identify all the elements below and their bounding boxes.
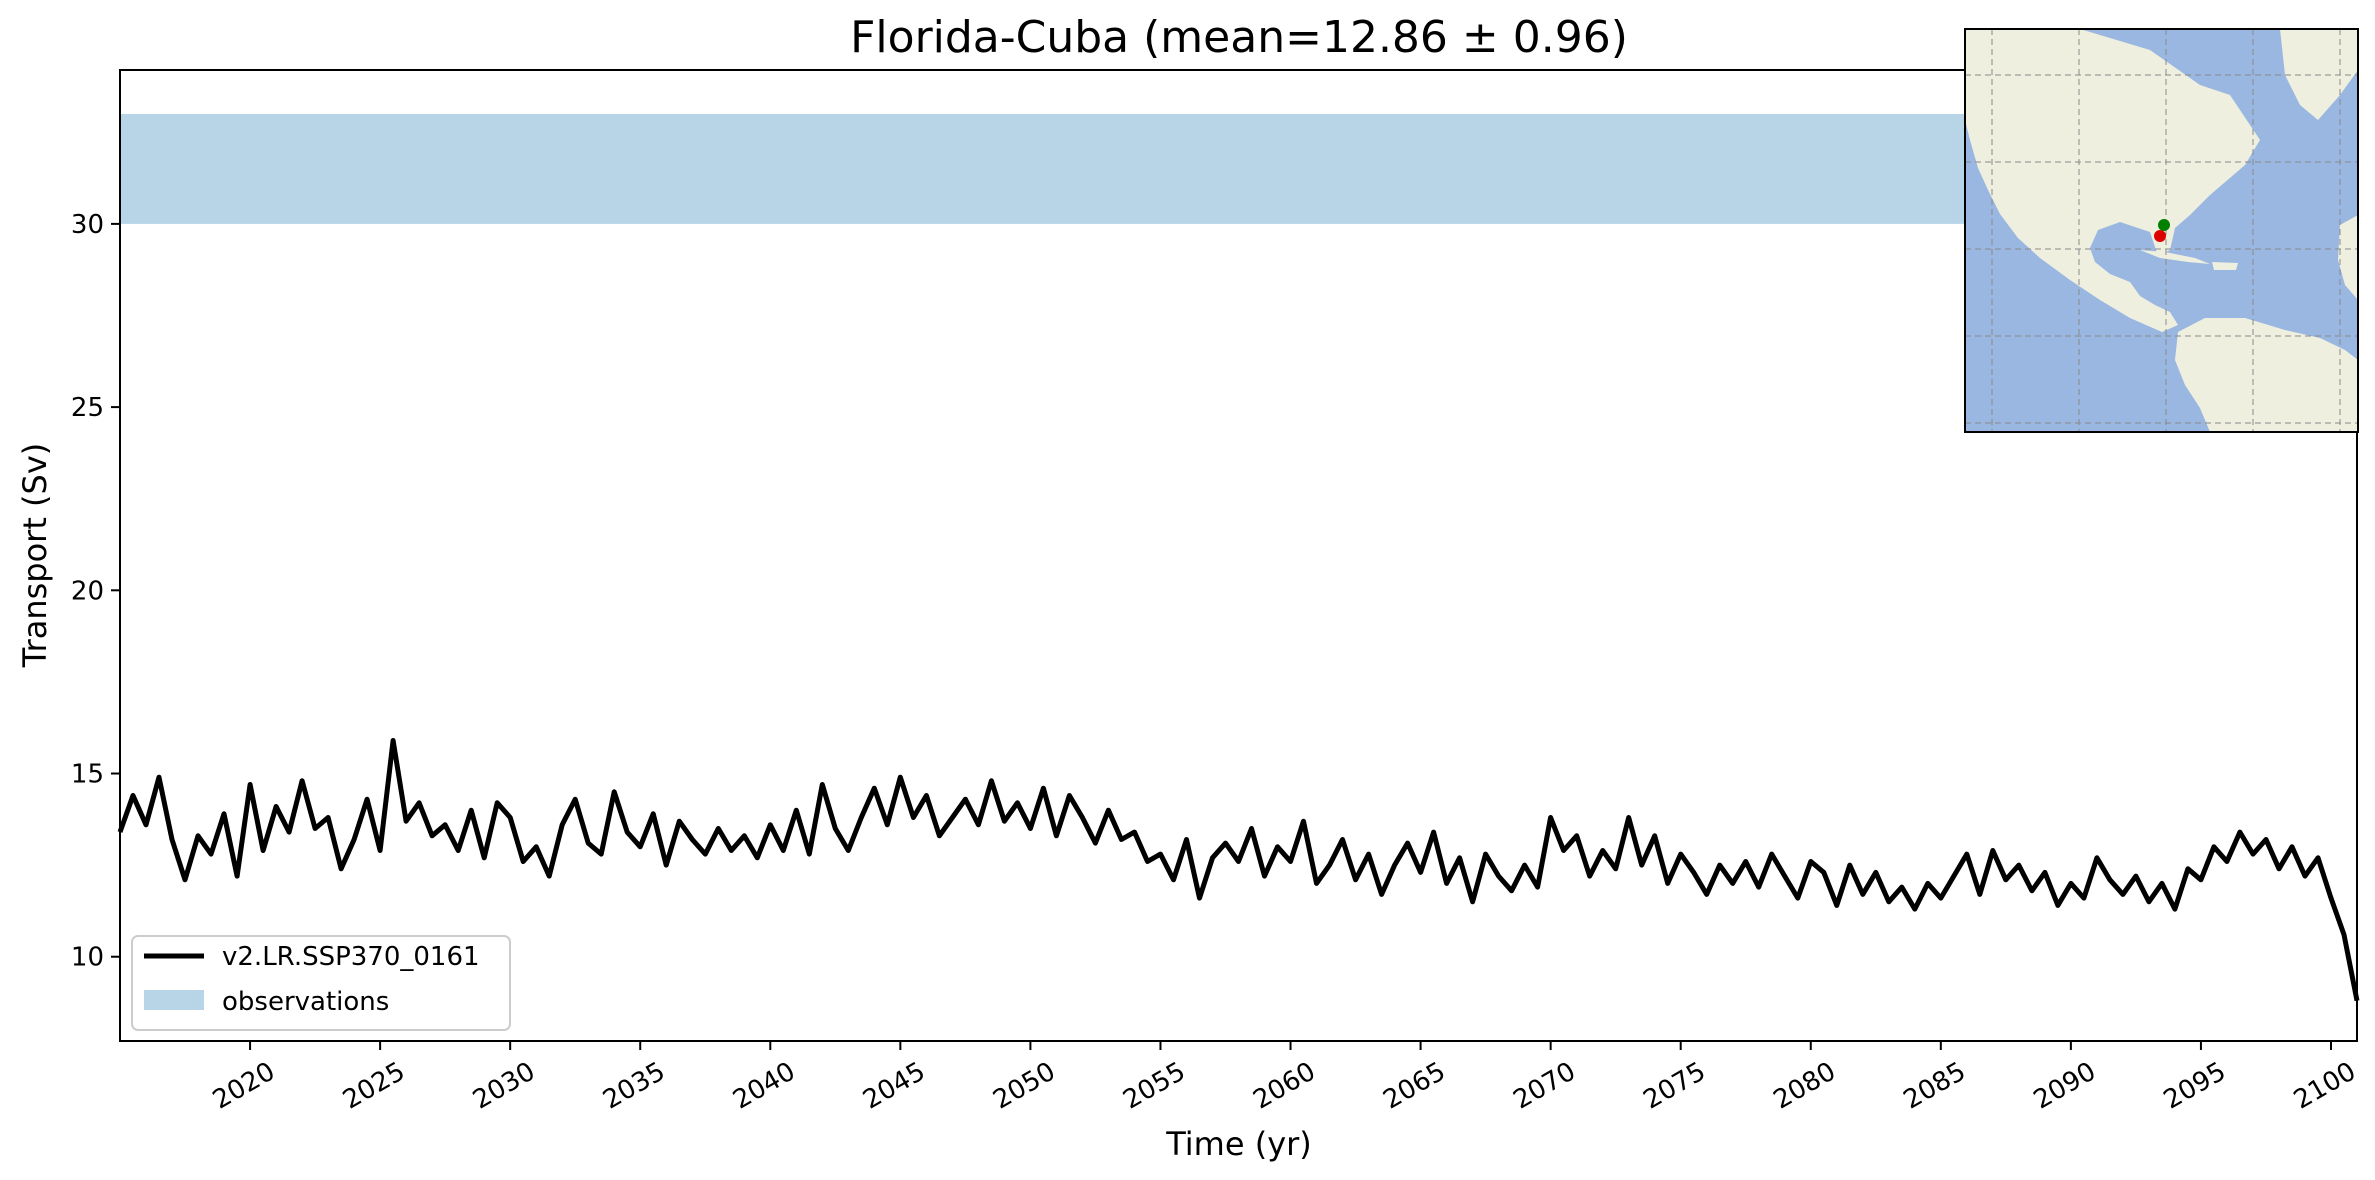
x-tick-label: 2055	[1118, 1057, 1190, 1116]
x-tick-label: 2040	[728, 1057, 800, 1116]
series-line-v2-LR-SSP370-0161	[117, 738, 2360, 1002]
legend-label-observations: observations	[222, 987, 389, 1017]
map-marker-cuba	[2154, 230, 2166, 242]
map-land-africa	[2338, 215, 2358, 300]
x-tick-label: 2070	[1508, 1057, 1580, 1116]
x-axis-label: Time (yr)	[1165, 1125, 1312, 1163]
x-tick-label: 2030	[468, 1057, 540, 1116]
legend-band-swatch	[144, 990, 204, 1010]
x-axis-ticks: 2020 2025 2030 2035 2040 2045 2050 2055 2060 2065…	[208, 1041, 2361, 1116]
x-tick-label: 2090	[2029, 1057, 2101, 1116]
map-land-north-america	[1965, 29, 2260, 332]
map-land-hispaniola	[2212, 262, 2238, 270]
y-tick-label: 10	[71, 943, 104, 973]
map-land-cuba	[2140, 250, 2210, 264]
map-marker-florida	[2158, 219, 2170, 231]
x-tick-label: 2020	[208, 1057, 280, 1116]
inset-map	[1964, 28, 2359, 433]
y-axis-label: Transport (Sv)	[16, 443, 54, 669]
legend: v2.LR.SSP370_0161 observations	[131, 935, 511, 1031]
x-tick-label: 2065	[1378, 1057, 1450, 1116]
x-tick-label: 2100	[2289, 1057, 2361, 1116]
y-tick-label: 15	[71, 760, 104, 790]
x-tick-label: 2080	[1769, 1057, 1841, 1116]
x-tick-label: 2045	[858, 1057, 930, 1116]
x-tick-label: 2085	[1899, 1057, 1971, 1116]
x-tick-label: 2095	[2159, 1057, 2231, 1116]
x-tick-label: 2025	[338, 1057, 410, 1116]
map-frame	[1964, 28, 2359, 433]
map-land-south-america	[2175, 318, 2358, 432]
chart-title: Florida-Cuba (mean=12.86 ± 0.96)	[850, 12, 1628, 63]
x-tick-label: 2050	[988, 1057, 1060, 1116]
plot-frame	[119, 69, 2358, 1042]
legend-box	[131, 935, 511, 1031]
x-tick-label: 2075	[1639, 1057, 1711, 1116]
y-tick-label: 30	[71, 210, 104, 240]
map-gridlines	[1965, 29, 2358, 432]
legend-label-series: v2.LR.SSP370_0161	[222, 942, 480, 972]
x-tick-label: 2060	[1248, 1057, 1320, 1116]
x-tick-label: 2035	[598, 1057, 670, 1116]
y-tick-label: 25	[71, 393, 104, 423]
y-tick-label: 20	[71, 576, 104, 606]
y-axis-ticks: 10 15 20 25 30	[71, 210, 120, 973]
